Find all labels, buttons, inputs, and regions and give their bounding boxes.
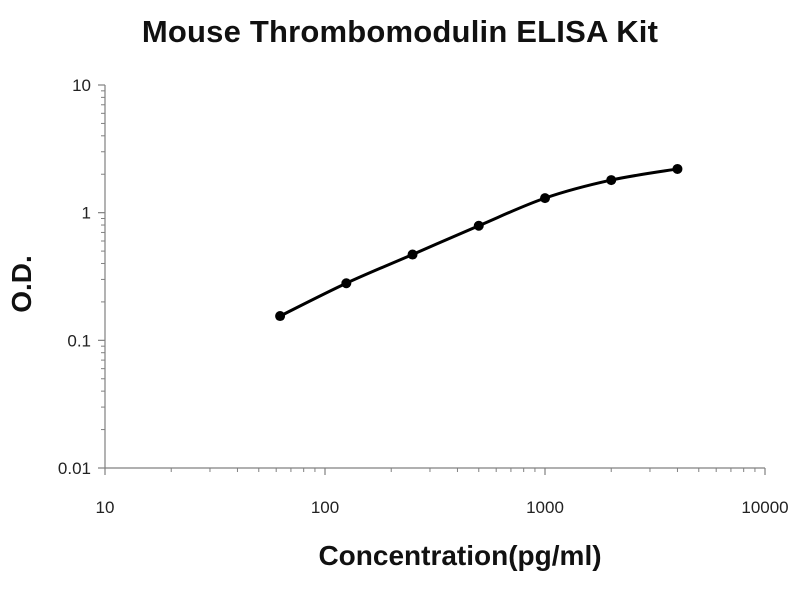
y-tick-label: 10 [72,76,91,95]
x-axis-label: Concentration(pg/ml) [318,540,602,571]
axes [104,85,765,469]
data-point [407,249,418,260]
x-tick-label: 10000 [741,498,788,517]
series-layer [275,163,683,322]
x-tick-label: 100 [311,498,339,517]
x-tick-label: 10 [96,498,115,517]
y-tick-label: 0.01 [58,459,91,478]
x-tick-label: 1000 [526,498,564,517]
data-point [341,278,352,289]
y-tick-label: 0.1 [67,331,91,350]
y-tick-label: 1 [82,204,91,223]
chart-title: Mouse Thrombomodulin ELISA Kit [141,14,659,49]
data-point [473,220,484,231]
ticks: 0.01 0.1 1 10 10 100 1000 10000 [58,76,789,517]
y-axis-label: O.D. [6,255,37,313]
data-point [606,175,617,186]
data-point [275,311,286,322]
data-point [540,193,550,204]
series-line [279,167,678,318]
data-point [672,163,683,174]
